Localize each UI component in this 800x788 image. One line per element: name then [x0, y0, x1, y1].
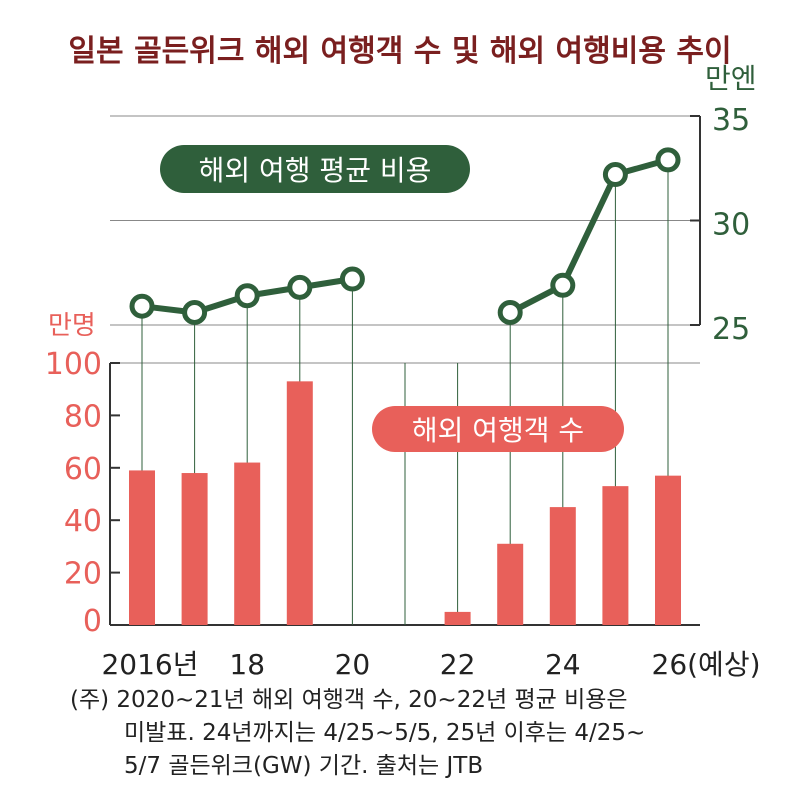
left-tick-label: 80 [64, 399, 102, 434]
bar-2016 [129, 470, 155, 625]
cost-line [508, 156, 669, 316]
cost-point-2024 [550, 272, 576, 298]
footnote-line: (주) 2020~21년 해외 여행객 수, 20~22년 평균 비용은 [70, 687, 628, 713]
bar-2025 [602, 486, 629, 625]
cost-point-2025 [602, 162, 628, 188]
cost-point-2020 [339, 266, 365, 292]
chart-title: 일본 골든위크 해외 여행객 수 및 해외 여행비용 추이 [68, 34, 732, 69]
bar-2022 [444, 611, 471, 625]
bar-2018 [234, 462, 261, 625]
left-tick-label: 60 [64, 452, 102, 487]
legend-cost-pill [160, 145, 470, 193]
legend-cost-label: 해외 여행 평균 비용 [199, 154, 432, 187]
footnote-line: 5/7 골든위크(GW) 기간. 출처는 JTB [124, 753, 484, 779]
left-axis-unit: 만명 [48, 311, 96, 341]
x-tick-label: 22 [440, 648, 476, 681]
cost-point-2017 [182, 299, 208, 325]
x-tick-label: 2016년 [101, 648, 198, 681]
right-tick-label: 30 [712, 208, 750, 243]
cost-point-2016 [129, 293, 155, 319]
left-tick-label: 40 [64, 504, 102, 539]
right-tick-label: 25 [712, 312, 750, 347]
bar-2019 [286, 381, 313, 625]
cost-point-2018 [234, 283, 260, 309]
bar-2023 [497, 543, 524, 625]
right-tick-label: 35 [712, 103, 750, 138]
left-tick-label: 100 [45, 347, 102, 382]
cost-point-2026 [655, 147, 681, 173]
legend-travelers-label: 해외 여행객 수 [412, 414, 584, 447]
legend-travelers-pill [372, 406, 624, 452]
footnote: (주) 2020~21년 해외 여행객 수, 20~22년 평균 비용은 미발표… [70, 684, 645, 783]
cost-point-2019 [287, 274, 313, 300]
bar-2026 [655, 475, 681, 625]
right-axis-unit: 만엔 [705, 62, 757, 95]
x-tick-label: 24 [545, 648, 581, 681]
bar-2024 [549, 507, 576, 625]
bar-2017 [181, 473, 208, 625]
footnote-line: 미발표. 24년까지는 4/25~5/5, 25년 이후는 4/25~ [124, 720, 646, 746]
left-tick-label: 20 [64, 557, 102, 592]
left-tick-label: 0 [83, 604, 102, 639]
x-tick-label: 20 [335, 648, 371, 681]
x-tick-label: 26(예상) [652, 648, 761, 681]
x-tick-label: 18 [229, 648, 265, 681]
cost-point-2023 [497, 299, 523, 325]
